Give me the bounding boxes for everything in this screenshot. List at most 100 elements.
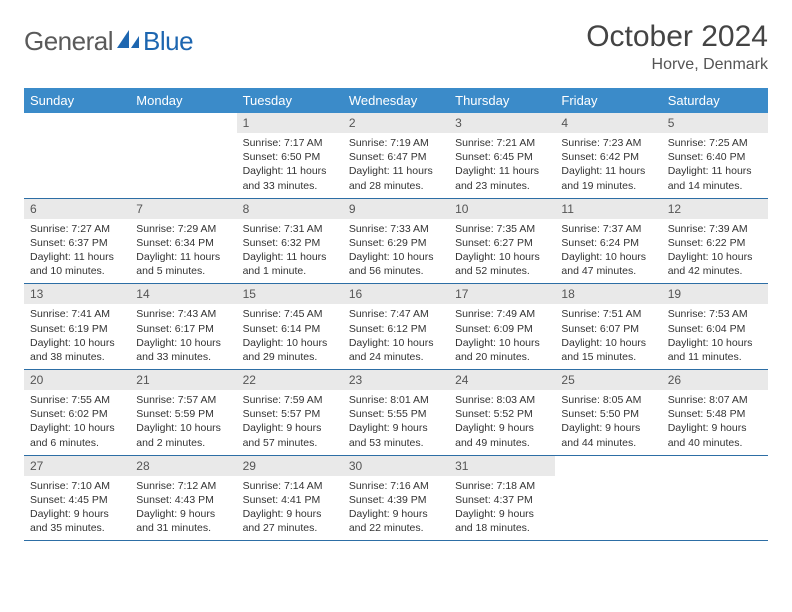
day-cell — [130, 113, 236, 198]
sunset-text: Sunset: 5:52 PM — [455, 407, 549, 421]
day-body: Sunrise: 7:16 AMSunset: 4:39 PMDaylight:… — [343, 476, 449, 541]
sunrise-text: Sunrise: 7:12 AM — [136, 479, 230, 493]
daylight-text: Daylight: 9 hours and 31 minutes. — [136, 507, 230, 535]
day-number: 17 — [449, 284, 555, 304]
day-cell: 13Sunrise: 7:41 AMSunset: 6:19 PMDayligh… — [24, 284, 130, 370]
header: General Blue October 2024 Horve, Denmark — [24, 20, 768, 74]
day-number: 9 — [343, 199, 449, 219]
day-number: 29 — [237, 456, 343, 476]
day-number: 8 — [237, 199, 343, 219]
daylight-text: Daylight: 11 hours and 33 minutes. — [243, 164, 337, 192]
sunset-text: Sunset: 6:14 PM — [243, 322, 337, 336]
day-body: Sunrise: 8:07 AMSunset: 5:48 PMDaylight:… — [662, 390, 768, 455]
day-number: 11 — [555, 199, 661, 219]
sunrise-text: Sunrise: 7:47 AM — [349, 307, 443, 321]
sunrise-text: Sunrise: 7:41 AM — [30, 307, 124, 321]
sunrise-text: Sunrise: 7:27 AM — [30, 222, 124, 236]
day-body: Sunrise: 7:18 AMSunset: 4:37 PMDaylight:… — [449, 476, 555, 541]
day-number: 25 — [555, 370, 661, 390]
sunrise-text: Sunrise: 8:05 AM — [561, 393, 655, 407]
col-monday: Monday — [130, 88, 236, 113]
daylight-text: Daylight: 9 hours and 18 minutes. — [455, 507, 549, 535]
sunrise-text: Sunrise: 7:43 AM — [136, 307, 230, 321]
sunset-text: Sunset: 6:42 PM — [561, 150, 655, 164]
logo-text-general: General — [24, 26, 113, 57]
day-body: Sunrise: 7:59 AMSunset: 5:57 PMDaylight:… — [237, 390, 343, 455]
daylight-text: Daylight: 9 hours and 53 minutes. — [349, 421, 443, 449]
week-row: 27Sunrise: 7:10 AMSunset: 4:45 PMDayligh… — [24, 455, 768, 541]
day-cell: 16Sunrise: 7:47 AMSunset: 6:12 PMDayligh… — [343, 284, 449, 370]
location: Horve, Denmark — [586, 56, 768, 74]
day-body: Sunrise: 7:19 AMSunset: 6:47 PMDaylight:… — [343, 133, 449, 198]
day-number: 3 — [449, 113, 555, 133]
day-cell: 29Sunrise: 7:14 AMSunset: 4:41 PMDayligh… — [237, 455, 343, 541]
day-number: 21 — [130, 370, 236, 390]
sunset-text: Sunset: 4:43 PM — [136, 493, 230, 507]
sunrise-text: Sunrise: 7:18 AM — [455, 479, 549, 493]
day-cell: 21Sunrise: 7:57 AMSunset: 5:59 PMDayligh… — [130, 370, 236, 456]
sail-icon — [115, 28, 141, 55]
month-title: October 2024 — [586, 20, 768, 54]
day-cell — [555, 455, 661, 541]
day-cell: 9Sunrise: 7:33 AMSunset: 6:29 PMDaylight… — [343, 198, 449, 284]
daylight-text: Daylight: 10 hours and 52 minutes. — [455, 250, 549, 278]
sunrise-text: Sunrise: 7:53 AM — [668, 307, 762, 321]
calendar-table: Sunday Monday Tuesday Wednesday Thursday… — [24, 88, 768, 541]
sunrise-text: Sunrise: 7:31 AM — [243, 222, 337, 236]
logo-text-blue: Blue — [143, 26, 193, 57]
sunrise-text: Sunrise: 7:21 AM — [455, 136, 549, 150]
sunrise-text: Sunrise: 7:10 AM — [30, 479, 124, 493]
day-cell: 26Sunrise: 8:07 AMSunset: 5:48 PMDayligh… — [662, 370, 768, 456]
sunrise-text: Sunrise: 8:03 AM — [455, 393, 549, 407]
day-cell: 3Sunrise: 7:21 AMSunset: 6:45 PMDaylight… — [449, 113, 555, 198]
daylight-text: Daylight: 9 hours and 44 minutes. — [561, 421, 655, 449]
day-cell: 23Sunrise: 8:01 AMSunset: 5:55 PMDayligh… — [343, 370, 449, 456]
day-body: Sunrise: 7:57 AMSunset: 5:59 PMDaylight:… — [130, 390, 236, 455]
daylight-text: Daylight: 10 hours and 11 minutes. — [668, 336, 762, 364]
day-cell: 8Sunrise: 7:31 AMSunset: 6:32 PMDaylight… — [237, 198, 343, 284]
sunrise-text: Sunrise: 7:19 AM — [349, 136, 443, 150]
day-body: Sunrise: 7:17 AMSunset: 6:50 PMDaylight:… — [237, 133, 343, 198]
day-body: Sunrise: 7:41 AMSunset: 6:19 PMDaylight:… — [24, 304, 130, 369]
week-row: 1Sunrise: 7:17 AMSunset: 6:50 PMDaylight… — [24, 113, 768, 198]
day-body: Sunrise: 7:25 AMSunset: 6:40 PMDaylight:… — [662, 133, 768, 198]
daylight-text: Daylight: 9 hours and 35 minutes. — [30, 507, 124, 535]
day-cell: 10 Sunrise: 7:35 AMSunset: 6:27 PMDayligh… — [449, 198, 555, 284]
day-cell: 5Sunrise: 7:25 AMSunset: 6:40 PMDaylight… — [662, 113, 768, 198]
day-number: 2 — [343, 113, 449, 133]
sunrise-text: Sunrise: 7:35 AM — [455, 222, 549, 236]
day-cell — [24, 113, 130, 198]
sunset-text: Sunset: 6:02 PM — [30, 407, 124, 421]
day-number: 23 — [343, 370, 449, 390]
sunset-text: Sunset: 6:34 PM — [136, 236, 230, 250]
daylight-text: Daylight: 11 hours and 10 minutes. — [30, 250, 124, 278]
sunrise-text: Sunrise: 7:14 AM — [243, 479, 337, 493]
sunrise-text: Sunrise: 7:39 AM — [668, 222, 762, 236]
sunset-text: Sunset: 6:07 PM — [561, 322, 655, 336]
day-header-row: Sunday Monday Tuesday Wednesday Thursday… — [24, 88, 768, 113]
day-cell: 30Sunrise: 7:16 AMSunset: 4:39 PMDayligh… — [343, 455, 449, 541]
day-number: 27 — [24, 456, 130, 476]
sunset-text: Sunset: 6:37 PM — [30, 236, 124, 250]
sunset-text: Sunset: 6:29 PM — [349, 236, 443, 250]
day-cell: 6Sunrise: 7:27 AMSunset: 6:37 PMDaylight… — [24, 198, 130, 284]
col-thursday: Thursday — [449, 88, 555, 113]
sunset-text: Sunset: 6:17 PM — [136, 322, 230, 336]
col-sunday: Sunday — [24, 88, 130, 113]
day-cell: 14Sunrise: 7:43 AMSunset: 6:17 PMDayligh… — [130, 284, 236, 370]
day-body: Sunrise: 7:31 AMSunset: 6:32 PMDaylight:… — [237, 219, 343, 284]
sunset-text: Sunset: 6:27 PM — [455, 236, 549, 250]
day-body: Sunrise: 7:23 AMSunset: 6:42 PMDaylight:… — [555, 133, 661, 198]
daylight-text: Daylight: 10 hours and 6 minutes. — [30, 421, 124, 449]
day-number: 10 — [449, 199, 555, 219]
day-cell: 2Sunrise: 7:19 AMSunset: 6:47 PMDaylight… — [343, 113, 449, 198]
day-body: Sunrise: 7:37 AMSunset: 6:24 PMDaylight:… — [555, 219, 661, 284]
day-number: 19 — [662, 284, 768, 304]
day-number: 1 — [237, 113, 343, 133]
day-number: 13 — [24, 284, 130, 304]
sunrise-text: Sunrise: 8:07 AM — [668, 393, 762, 407]
sunset-text: Sunset: 6:04 PM — [668, 322, 762, 336]
day-body: Sunrise: 7:55 AMSunset: 6:02 PMDaylight:… — [24, 390, 130, 455]
sunrise-text: Sunrise: 7:29 AM — [136, 222, 230, 236]
sunrise-text: Sunrise: 7:33 AM — [349, 222, 443, 236]
